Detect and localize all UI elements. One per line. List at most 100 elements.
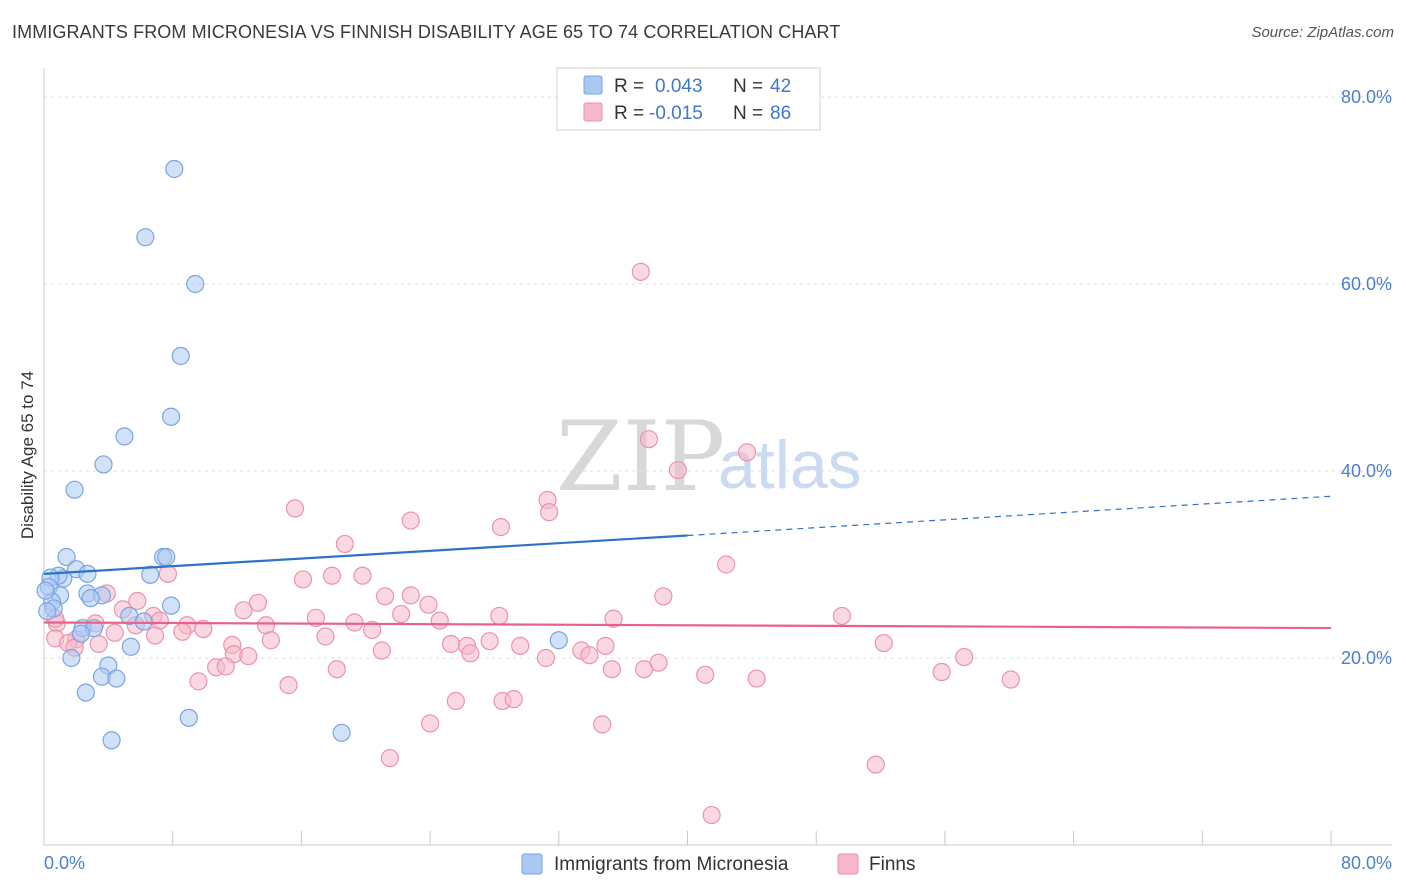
legend-n-value-1: 42	[770, 76, 791, 97]
point-finns	[392, 604, 411, 624]
point-finns	[955, 647, 974, 667]
legend-n-label-1: N =	[733, 76, 763, 97]
point-finns	[353, 566, 372, 585]
point-micronesia	[549, 631, 568, 650]
point-micronesia	[121, 637, 140, 656]
grid-lines	[44, 96, 1392, 659]
point-finns	[480, 632, 499, 651]
point-micronesia	[136, 228, 155, 247]
point-finns	[446, 691, 465, 711]
point-finns	[932, 662, 951, 682]
point-finns	[490, 606, 509, 626]
series-legend-label-blue: Immigrants from Micronesia	[554, 854, 789, 875]
x-ticks	[172, 831, 1332, 845]
point-finns	[401, 511, 420, 530]
point-finns	[421, 714, 440, 733]
point-finns	[401, 586, 420, 605]
point-micronesia	[71, 624, 91, 643]
point-finns	[696, 665, 715, 684]
point-micronesia	[107, 669, 126, 688]
legend-swatch-pink	[583, 102, 603, 122]
point-micronesia	[141, 565, 160, 584]
trend-line-finns	[43, 621, 1332, 630]
chart-title: IMMIGRANTS FROM MICRONESIA VS FINNISH DI…	[12, 22, 841, 42]
y-tick-label: 80.0%	[1341, 87, 1392, 107]
trend-line-micronesia-extension	[687, 495, 1332, 537]
point-finns	[504, 690, 523, 709]
legend-r-value-1: 0.043	[655, 76, 703, 97]
point-finns	[89, 634, 108, 654]
point-finns	[511, 636, 530, 655]
point-micronesia	[62, 648, 81, 668]
source-label: Source: ZipAtlas.com	[1251, 24, 1394, 41]
trend-line-micronesia	[43, 534, 688, 575]
x-tick-label-min: 0.0%	[44, 853, 85, 873]
point-finns	[747, 669, 766, 688]
point-finns	[737, 443, 757, 462]
point-finns	[639, 430, 658, 449]
point-finns	[216, 657, 235, 676]
watermark-atlas: atlas	[718, 427, 862, 503]
point-finns	[649, 653, 668, 672]
point-micronesia	[78, 564, 97, 583]
y-tick-label: 60.0%	[1341, 274, 1392, 294]
point-micronesia	[157, 547, 176, 567]
point-finns	[536, 648, 556, 668]
series-legend-swatch-pink	[837, 853, 859, 875]
point-finns	[279, 676, 298, 695]
point-micronesia	[65, 480, 84, 499]
point-finns	[234, 601, 253, 620]
axes	[43, 68, 1392, 846]
point-micronesia	[115, 427, 134, 446]
point-micronesia	[134, 612, 153, 631]
y-tick-label: 20.0%	[1341, 648, 1392, 668]
point-finns	[173, 622, 192, 641]
point-finns	[419, 595, 438, 614]
point-finns	[189, 672, 208, 691]
point-finns	[717, 555, 736, 574]
legend-swatch-blue	[583, 75, 603, 95]
legend-n-value-2: 86	[770, 103, 791, 124]
point-finns	[380, 748, 399, 768]
legend-r-label-2: R =	[614, 103, 644, 124]
point-micronesia	[165, 159, 184, 179]
point-micronesia	[332, 723, 351, 742]
watermark-zip: ZIP	[556, 401, 725, 513]
point-finns	[441, 634, 461, 654]
point-finns	[874, 633, 893, 653]
point-micronesia	[94, 455, 113, 474]
x-tick-label-max: 80.0%	[1341, 853, 1392, 873]
point-finns	[580, 646, 599, 665]
point-finns	[335, 534, 354, 554]
point-finns	[540, 503, 559, 522]
point-micronesia	[161, 407, 181, 426]
point-finns	[604, 609, 623, 628]
y-tick-label: 40.0%	[1341, 461, 1392, 481]
point-micronesia	[186, 274, 205, 294]
point-finns	[702, 805, 721, 825]
data-points	[36, 159, 1020, 825]
point-finns	[372, 641, 391, 660]
point-finns	[430, 611, 449, 630]
point-finns	[631, 262, 650, 281]
point-finns	[105, 623, 124, 642]
point-finns	[602, 660, 621, 679]
point-finns	[128, 591, 147, 611]
point-finns	[363, 620, 382, 640]
point-finns	[322, 566, 342, 585]
point-finns	[461, 644, 480, 663]
y-axis-title: Disability Age 65 to 74	[18, 371, 37, 539]
point-finns	[327, 660, 346, 679]
series-legend-label-pink: Finns	[869, 854, 915, 875]
point-finns	[832, 606, 852, 626]
point-micronesia	[36, 581, 55, 600]
y-tick-labels: 20.0% 40.0% 60.0% 80.0%	[1341, 87, 1392, 668]
point-finns	[491, 517, 510, 537]
point-finns	[194, 619, 213, 639]
point-finns	[239, 647, 258, 666]
point-finns	[866, 755, 885, 774]
point-micronesia	[81, 589, 100, 608]
correlation-legend: R = 0.043 N = 42 R = -0.015 N = 86	[556, 67, 821, 131]
point-finns	[248, 593, 268, 612]
